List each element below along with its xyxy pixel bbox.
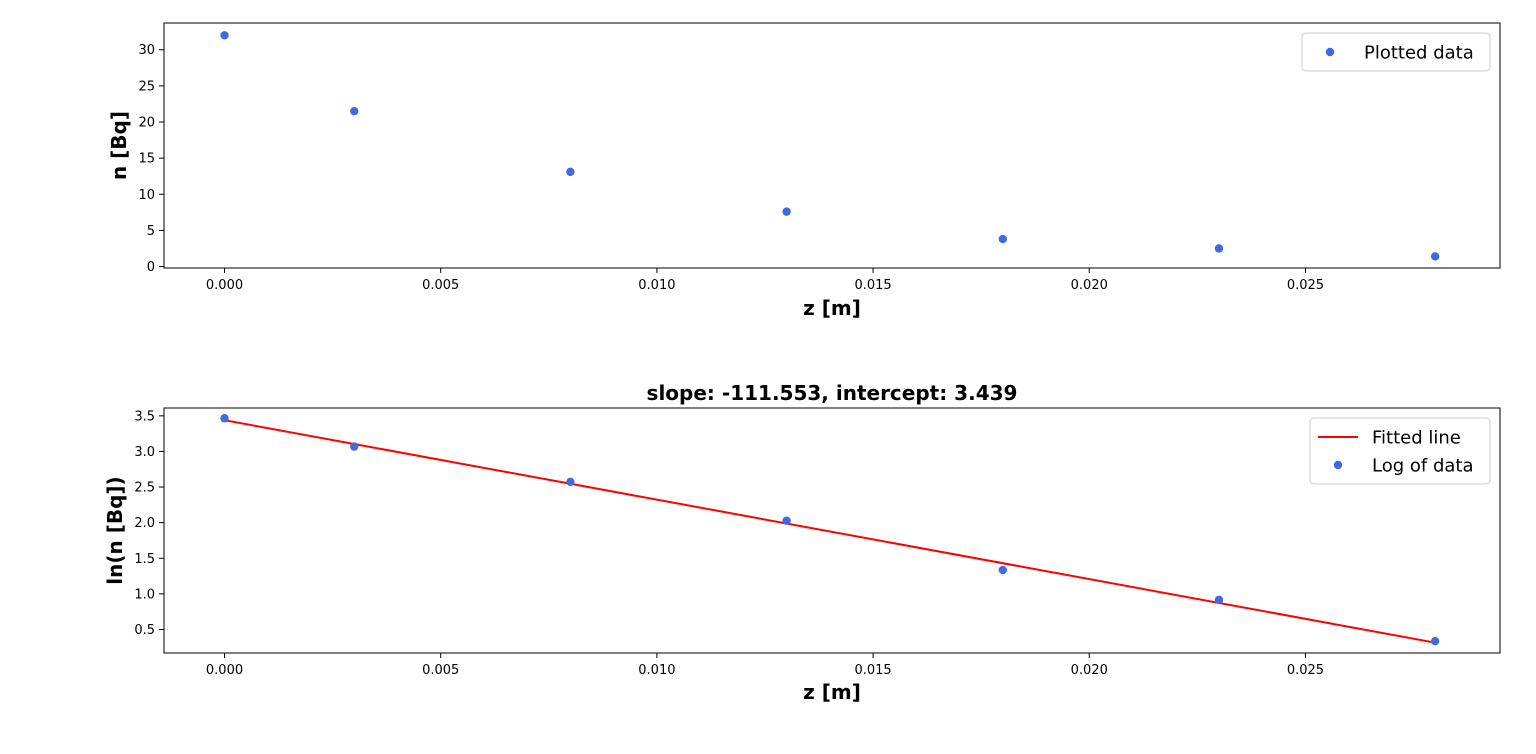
chart-title: slope: -111.553, intercept: 3.439 <box>647 381 1018 405</box>
legend-label: Log of data <box>1372 456 1474 477</box>
chart-1: 0.000 0.005 0.010 0.015 0.020 0.025 0 5 10 15 20 25… <box>107 22 1501 320</box>
legend: Fitted line Log of data <box>1309 417 1491 485</box>
y-tick-label: 1.5 <box>134 552 155 567</box>
data-point <box>566 167 575 177</box>
legend: Plotted data <box>1301 32 1491 72</box>
data-point <box>782 516 791 525</box>
y-tick-label: 30 <box>138 43 155 58</box>
y-tick-label: 1.0 <box>134 587 155 602</box>
x-axis-label: z [m] <box>803 680 861 704</box>
y-tick-label: 5 <box>147 224 155 239</box>
y-tick-label: 2.0 <box>134 516 155 531</box>
y-tick-label: 10 <box>138 188 155 203</box>
x-tick-label: 0.000 <box>206 663 243 678</box>
x-tick-label: 0.015 <box>854 278 891 293</box>
x-tick-label: 0.010 <box>638 278 675 293</box>
y-axis-label: n [Bq] <box>107 111 131 180</box>
plot-frame <box>163 22 1501 269</box>
plot-frame <box>163 407 1501 654</box>
series-line-0 <box>224 419 1436 644</box>
x-tick-label: 0.020 <box>1071 278 1108 293</box>
chart-2: slope: -111.553, intercept: 3.439 0.000 0.… <box>103 381 1501 704</box>
y-tick-label: 15 <box>138 152 155 167</box>
y-tick-label: 0.5 <box>134 623 155 638</box>
data-point <box>1214 595 1224 605</box>
data-area <box>220 414 1440 646</box>
x-tick-label: 0.020 <box>1071 663 1108 678</box>
y-tick-label: 2.5 <box>134 481 155 496</box>
legend-label: Plotted data <box>1364 43 1474 64</box>
legend-marker-swatch <box>1333 460 1343 470</box>
legend-label: Fitted line <box>1372 428 1461 449</box>
data-point <box>220 31 229 40</box>
x-tick-label: 0.010 <box>638 663 675 678</box>
x-tick-label: 0.025 <box>1287 663 1324 678</box>
data-point <box>1430 252 1440 261</box>
y-axis-label: ln(n [Bq]) <box>103 476 127 584</box>
x-tick-label: 0.000 <box>206 278 243 293</box>
data-point <box>998 234 1007 244</box>
x-tick-label: 0.015 <box>854 663 891 678</box>
legend-box <box>1309 417 1491 485</box>
y-tick-label: 0 <box>147 260 155 275</box>
x-tick-label: 0.005 <box>422 663 459 678</box>
data-area <box>220 31 1440 261</box>
x-tick-label: 0.025 <box>1287 278 1324 293</box>
data-point <box>1214 244 1224 253</box>
data-point <box>220 414 229 423</box>
y-tick-label: 3.0 <box>134 445 155 460</box>
y-tick-label: 3.5 <box>134 409 155 424</box>
data-point <box>782 207 791 216</box>
data-point <box>350 106 359 116</box>
data-point <box>998 565 1007 575</box>
data-point <box>566 477 575 487</box>
legend-marker-swatch <box>1325 47 1335 57</box>
legend-box <box>1301 32 1491 72</box>
x-axis-label: z [m] <box>803 296 861 320</box>
x-tick-label: 0.005 <box>422 278 459 293</box>
y-tick-label: 25 <box>138 79 155 94</box>
data-point <box>350 442 359 451</box>
data-point <box>1430 636 1440 646</box>
y-tick-label: 20 <box>138 116 155 131</box>
